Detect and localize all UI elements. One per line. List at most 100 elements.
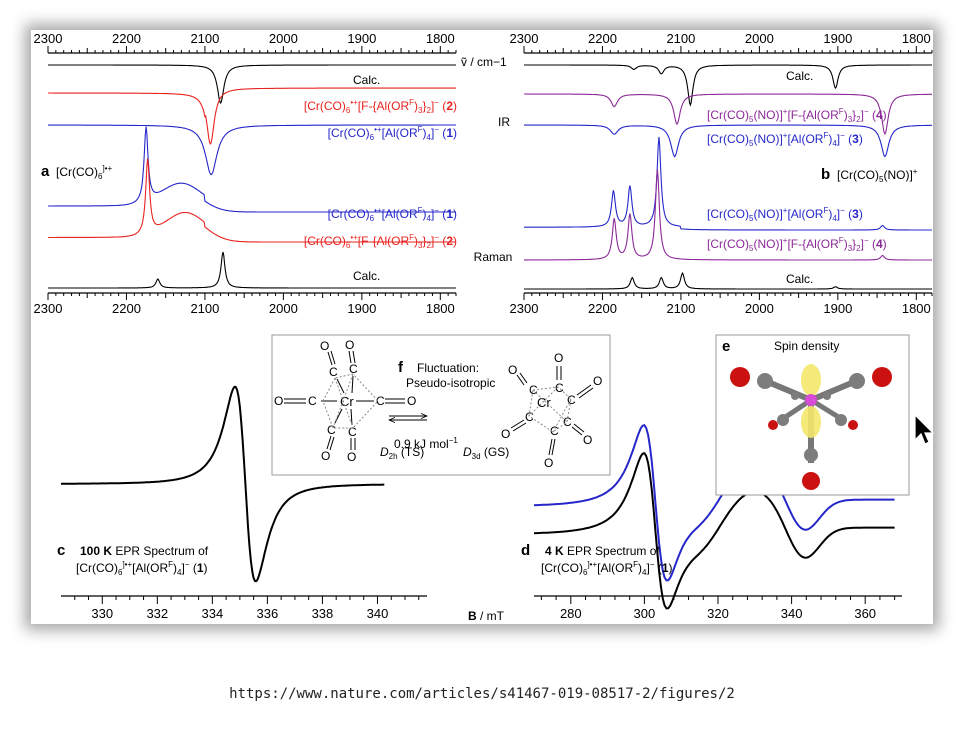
trace-label: Calc. xyxy=(353,73,380,87)
panel-d: 280 300 320 340 360 d 4 K EPR Spectrum of [C… xyxy=(521,424,902,621)
panel-b-top-axis: 2300 2200 2100 2000 1900 1800 xyxy=(510,31,933,54)
panel-c-trace xyxy=(61,385,385,583)
spectrum-trace xyxy=(524,64,932,107)
raman-label: Raman xyxy=(474,250,513,264)
epr-title: 100 K EPR Spectrum of xyxy=(80,544,209,558)
panel-b-traces xyxy=(524,64,932,290)
tick-label: 2000 xyxy=(745,301,774,316)
trace-label: [Cr(CO)6•+[Al(ORF)4]− (1) xyxy=(328,125,457,142)
svg-text:C: C xyxy=(327,423,336,437)
tick-label: 1800 xyxy=(426,31,455,46)
tick-label: 1900 xyxy=(823,301,852,316)
spin-density-title: Spin density xyxy=(774,339,839,353)
svg-text:O: O xyxy=(345,338,354,352)
tick-label: 2000 xyxy=(269,301,298,316)
panel-a-traces xyxy=(48,64,456,289)
panel-a-bottom-axis: 2300 2200 2100 2000 1900 1800 xyxy=(34,292,457,316)
svg-text:O: O xyxy=(407,394,416,408)
tick-label: 2200 xyxy=(112,31,141,46)
svg-text:C: C xyxy=(555,381,564,395)
panel-a: 2300 2200 2100 2000 1900 1800 2300 2200 2100 200… xyxy=(34,31,513,316)
epr-trace xyxy=(533,452,895,610)
tick-label: 2200 xyxy=(588,301,617,316)
trace-label: [Cr(CO)5(NO)]+[Al(ORF)4]− (3) xyxy=(707,131,863,148)
spectrum-trace xyxy=(524,124,932,158)
d3d-label: D3d (GS) xyxy=(463,445,509,461)
trace-label: [Cr(CO)5(NO)]+[F-{Al(ORF)3}2]− (4) xyxy=(707,107,887,124)
epr-compound: [Cr(CO)6]•+[Al(ORF)4]− (1) xyxy=(541,560,673,577)
epr-trace xyxy=(533,424,895,582)
spectrum-trace xyxy=(524,93,932,136)
panel-letter: e xyxy=(722,338,730,355)
spectrum-trace xyxy=(48,158,456,243)
svg-text:C: C xyxy=(376,394,385,408)
tick-label: 2100 xyxy=(190,301,219,316)
svg-text:Cr: Cr xyxy=(340,394,354,409)
tick-label: 2000 xyxy=(269,31,298,46)
tick-label: 300 xyxy=(634,606,656,621)
panel-letter: b xyxy=(821,166,830,183)
tick-label: 338 xyxy=(312,606,334,621)
panel-d-axis: 280 300 320 340 360 xyxy=(534,595,902,621)
tick-label: 2300 xyxy=(34,301,63,316)
svg-text:O: O xyxy=(321,449,330,463)
tick-label: 336 xyxy=(257,606,279,621)
tick-label: 330 xyxy=(91,606,113,621)
svg-text:Cr: Cr xyxy=(537,395,551,410)
mouse-cursor-icon xyxy=(914,414,934,445)
trace-label: [Cr(CO)5(NO)]+[F-{Al(ORF)3}2]− (4) xyxy=(707,236,887,253)
spectrum-trace xyxy=(48,124,456,176)
svg-text:O: O xyxy=(347,450,356,464)
pseudo-isotropic-label: Pseudo-isotropic xyxy=(406,376,495,390)
svg-text:O: O xyxy=(583,433,592,447)
trace-label: [Cr(CO)6•+[F-{Al(ORF)3}2]− (2) xyxy=(304,98,457,115)
panel-letter: a xyxy=(41,163,50,180)
trace-label: Calc. xyxy=(786,69,813,83)
tick-label: 2100 xyxy=(666,301,695,316)
tick-label: 2100 xyxy=(190,31,219,46)
epr-title: 4 K EPR Spectrum of xyxy=(545,544,660,558)
svg-text:O: O xyxy=(593,374,602,388)
panel-b-bottom-axis: 2300 2200 2100 2000 1900 1800 xyxy=(510,292,933,316)
tick-label: 2000 xyxy=(745,31,774,46)
svg-text:O: O xyxy=(274,394,283,408)
tick-label: 1900 xyxy=(823,31,852,46)
svg-text:C: C xyxy=(563,415,572,429)
panel-letter: f xyxy=(398,359,404,376)
spectrum-trace xyxy=(524,169,932,261)
trace-label: [Cr(CO)5(NO)]+[Al(ORF)4]− (3) xyxy=(707,206,863,223)
svg-text:C: C xyxy=(308,394,317,408)
spectrum-trace xyxy=(48,87,456,145)
figure-panel: 2300 2200 2100 2000 1900 1800 2300 2200 2100 200… xyxy=(31,30,933,624)
panel-letter: d xyxy=(521,542,530,559)
svg-text:C: C xyxy=(348,425,357,439)
svg-text:C: C xyxy=(525,410,534,424)
panel-c-axis: 330 332 334 336 338 340 xyxy=(61,595,427,621)
tick-label: 2300 xyxy=(510,301,539,316)
tick-label: 334 xyxy=(202,606,224,621)
panel-a-top-axis: 2300 2200 2100 2000 1900 1800 xyxy=(34,31,457,54)
trace-label: [Cr(CO)6•+[F-{Al(ORF)3}2]− (2) xyxy=(304,233,457,250)
svg-text:O: O xyxy=(501,427,510,441)
trace-label: Calc. xyxy=(353,269,380,283)
tick-label: 1800 xyxy=(426,301,455,316)
epr-trace xyxy=(61,385,385,583)
d2h-structure: Cr C C O O C O C O C O C O xyxy=(274,338,416,464)
spin-density-model xyxy=(730,364,892,490)
tick-label: 1800 xyxy=(902,31,931,46)
tick-label: 1900 xyxy=(347,31,376,46)
spectrum-trace xyxy=(48,126,456,213)
spectrum-trace xyxy=(48,64,456,105)
trace-label: Calc. xyxy=(786,272,813,286)
tick-label: 320 xyxy=(707,606,729,621)
energy-label: 0.9 kJ mol−1 xyxy=(394,436,458,451)
tick-label: 280 xyxy=(560,606,582,621)
svg-text:C: C xyxy=(329,365,338,379)
field-axis-label: B / mT xyxy=(468,609,505,623)
svg-text:O: O xyxy=(508,363,517,377)
fluctuation-label: Fluctuation: xyxy=(417,361,479,375)
spectrum-trace xyxy=(524,271,932,290)
svg-text:C: C xyxy=(567,393,576,407)
trace-label: [Cr(CO)6•+[Al(ORF)4]− (1) xyxy=(328,206,457,223)
svg-text:O: O xyxy=(544,456,553,470)
